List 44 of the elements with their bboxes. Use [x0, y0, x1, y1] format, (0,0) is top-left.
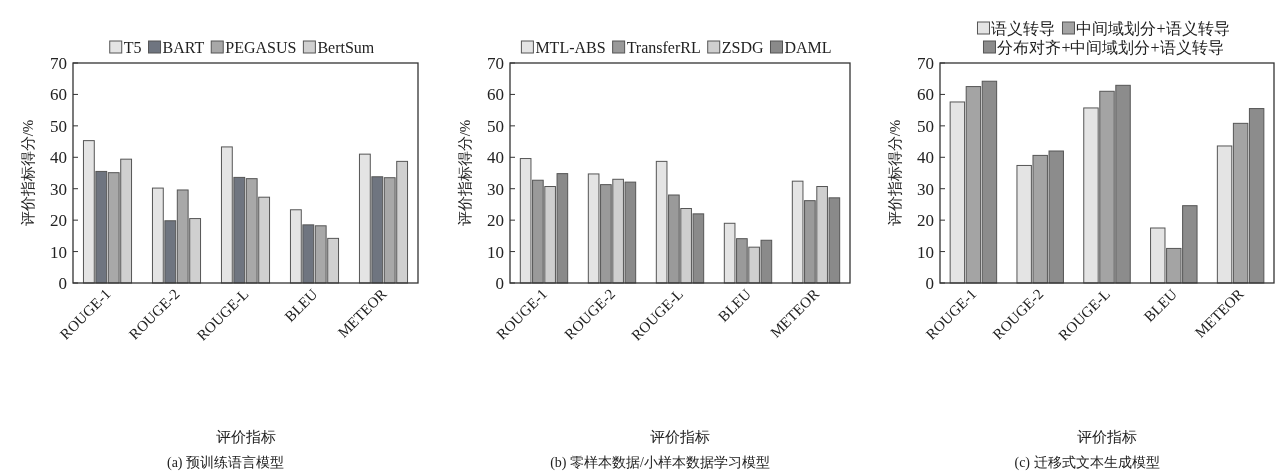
y-tick-label: 50: [50, 116, 67, 136]
legend-label: PEGASUS: [225, 39, 297, 56]
y-tick-label: 60: [487, 85, 504, 105]
y-tick-label: 30: [50, 179, 67, 199]
legend-label: DAML: [784, 39, 832, 56]
y-tick-label: 70: [917, 54, 934, 73]
y-tick-label: 0: [925, 274, 934, 293]
legend-label: ZSDG: [721, 39, 764, 56]
legend-label: MTL-ABS: [535, 39, 606, 56]
text: (c) 迁移式文本生成模型: [1014, 455, 1160, 471]
y-axis-title: 评价指标得分/%: [887, 119, 903, 227]
y-tick-label: 10: [487, 242, 504, 262]
y-tick-label: 20: [917, 211, 934, 231]
text: (a) 预训练语言模型: [166, 455, 285, 471]
y-tick-label: 70: [487, 54, 504, 73]
legend-label: T5: [123, 39, 142, 56]
y-tick-label: 10: [50, 242, 67, 262]
x-axis-title: 评价指标: [1077, 429, 1137, 445]
y-tick-label: 20: [487, 211, 504, 231]
legend-label: 语义转导: [991, 20, 1056, 37]
y-tick-label: 50: [487, 116, 504, 136]
x-axis-title: 评价指标: [650, 429, 710, 445]
text: (b) 零样本数据/小样本数据学习模型: [550, 455, 770, 471]
y-tick-label: 10: [917, 242, 934, 262]
y-axis-title: 评价指标得分/%: [457, 119, 473, 227]
y-tick-label: 40: [487, 148, 504, 168]
y-tick-label: 60: [917, 85, 934, 105]
y-tick-label: 0: [495, 274, 504, 293]
y-tick-label: 50: [917, 116, 934, 136]
y-tick-label: 30: [917, 179, 934, 199]
y-tick-label: 40: [917, 148, 934, 168]
y-tick-label: 30: [487, 179, 504, 199]
legend-label: BertSum: [317, 39, 375, 56]
y-tick-label: 60: [50, 85, 67, 105]
y-tick-label: 20: [50, 211, 67, 231]
y-axis-title: 评价指标得分/%: [20, 119, 36, 227]
x-axis-title: 评价指标: [215, 429, 276, 445]
legend-label: TransferRL: [626, 39, 701, 56]
legend-label: 分布对齐+中间域划分+语义转导: [997, 39, 1224, 56]
y-tick-label: 70: [50, 54, 67, 73]
y-tick-label: 40: [50, 148, 67, 168]
legend-label: BART: [162, 39, 205, 56]
legend-label: 中间域划分+语义转导: [1076, 20, 1230, 37]
y-tick-label: 0: [58, 274, 67, 293]
